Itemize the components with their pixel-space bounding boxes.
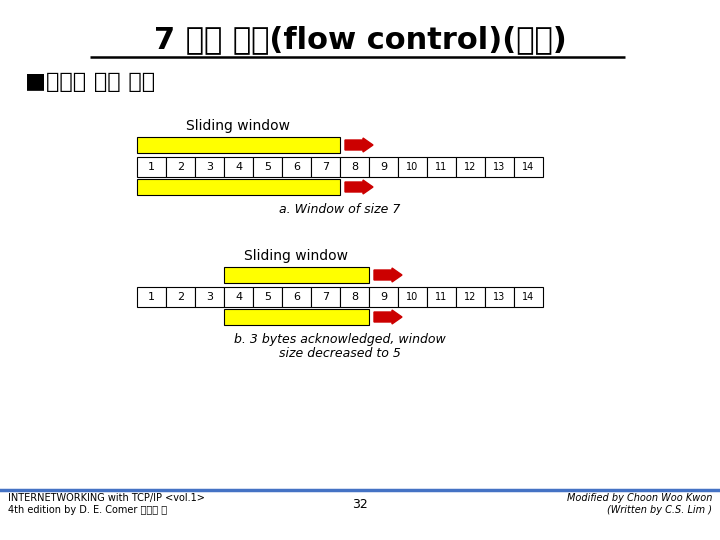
Text: 11: 11: [436, 292, 448, 302]
Text: 4: 4: [235, 292, 242, 302]
Bar: [369, 157, 398, 177]
Text: 8: 8: [351, 292, 358, 302]
Text: 5: 5: [264, 292, 271, 302]
Text: 13: 13: [493, 162, 505, 172]
Text: 9: 9: [380, 162, 387, 172]
Bar: [427, 287, 456, 307]
Text: 3: 3: [206, 292, 213, 302]
Text: 7: 7: [322, 162, 329, 172]
Bar: [456, 287, 485, 307]
Text: 12: 12: [464, 162, 477, 172]
Bar: [340, 287, 369, 307]
Text: 7 흘름 제어(flow control)(계속): 7 흘름 제어(flow control)(계속): [153, 25, 567, 54]
Bar: [224, 287, 253, 307]
Bar: [282, 157, 311, 177]
FancyArrow shape: [345, 138, 373, 152]
Bar: [398, 287, 427, 307]
Text: 14: 14: [523, 292, 535, 302]
Text: 3: 3: [206, 162, 213, 172]
Bar: [166, 287, 195, 307]
Bar: [137, 287, 166, 307]
Text: 9: 9: [380, 292, 387, 302]
FancyArrow shape: [345, 180, 373, 194]
Bar: [224, 309, 369, 325]
Bar: [137, 157, 166, 177]
Bar: [456, 157, 485, 177]
Text: 4: 4: [235, 162, 242, 172]
Bar: [311, 157, 340, 177]
Bar: [137, 137, 340, 153]
Text: 12: 12: [464, 292, 477, 302]
Text: 5: 5: [264, 162, 271, 172]
Text: size decreased to 5: size decreased to 5: [279, 347, 401, 360]
Text: 6: 6: [293, 162, 300, 172]
Text: 13: 13: [493, 292, 505, 302]
Text: INTERNETWORKING with TCP/IP <vol.1>: INTERNETWORKING with TCP/IP <vol.1>: [8, 493, 205, 503]
Bar: [514, 157, 543, 177]
Text: 1: 1: [148, 292, 155, 302]
Text: ■윈도우 크기 감소: ■윈도우 크기 감소: [25, 72, 155, 92]
Text: 10: 10: [406, 292, 418, 302]
Bar: [166, 157, 195, 177]
Bar: [137, 179, 340, 195]
Text: 10: 10: [406, 162, 418, 172]
Bar: [398, 157, 427, 177]
Text: 14: 14: [523, 162, 535, 172]
Text: 2: 2: [177, 162, 184, 172]
Bar: [253, 157, 282, 177]
Text: b. 3 bytes acknowledged, window: b. 3 bytes acknowledged, window: [234, 333, 446, 346]
Bar: [195, 157, 224, 177]
Bar: [311, 287, 340, 307]
Text: 4th edition by D. E. Comer 임철수 역: 4th edition by D. E. Comer 임철수 역: [8, 505, 167, 515]
Bar: [485, 287, 514, 307]
Text: a. Window of size 7: a. Window of size 7: [279, 203, 401, 216]
Bar: [340, 157, 369, 177]
Text: Sliding window: Sliding window: [186, 119, 290, 133]
FancyArrow shape: [374, 268, 402, 282]
Text: 11: 11: [436, 162, 448, 172]
Text: 1: 1: [148, 162, 155, 172]
Text: 2: 2: [177, 292, 184, 302]
Bar: [253, 287, 282, 307]
Text: 8: 8: [351, 162, 358, 172]
Bar: [224, 157, 253, 177]
Bar: [224, 267, 369, 283]
Bar: [514, 287, 543, 307]
Text: Sliding window: Sliding window: [245, 249, 348, 263]
Bar: [427, 157, 456, 177]
Bar: [369, 287, 398, 307]
Text: Modified by Choon Woo Kwon: Modified by Choon Woo Kwon: [567, 493, 712, 503]
Bar: [195, 287, 224, 307]
Bar: [282, 287, 311, 307]
Text: (Written by C.S. Lim ): (Written by C.S. Lim ): [607, 505, 712, 515]
Bar: [485, 157, 514, 177]
Text: 6: 6: [293, 292, 300, 302]
FancyArrow shape: [374, 310, 402, 324]
Text: 32: 32: [352, 498, 368, 511]
Text: 7: 7: [322, 292, 329, 302]
